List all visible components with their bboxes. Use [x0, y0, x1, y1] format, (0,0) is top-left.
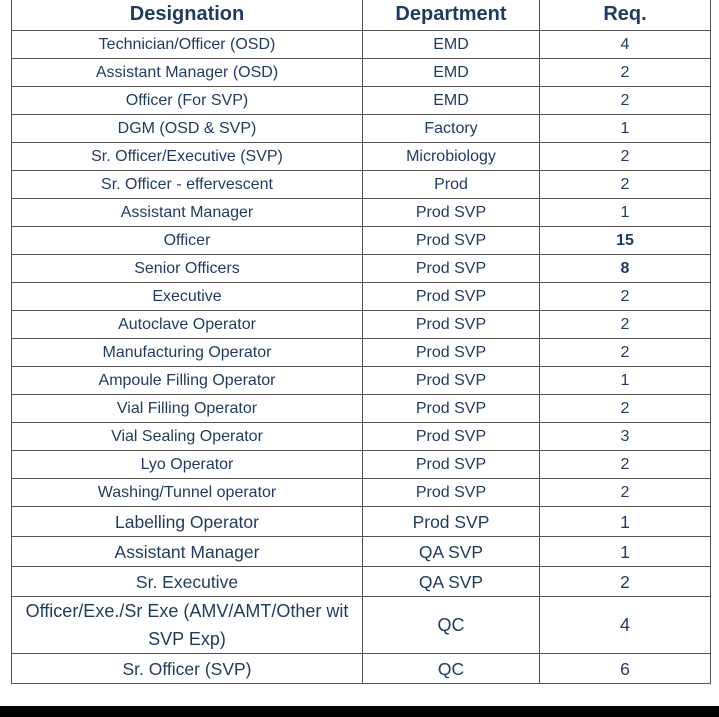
cell-department: Prod SVP	[362, 506, 540, 537]
cell-designation: Assistant Manager	[11, 536, 363, 567]
table-row: Sr. Officer (SVP) QC 6	[11, 653, 711, 684]
cell-req: 2	[539, 86, 711, 115]
table-row: Officer/Exe./Sr Exe (AMV/AMT/Other wit S…	[11, 596, 711, 654]
cell-designation: Officer/Exe./Sr Exe (AMV/AMT/Other wit S…	[11, 596, 363, 654]
cell-designation: Technician/Officer (OSD)	[11, 30, 363, 59]
cell-designation: Ampoule Filling Operator	[11, 366, 363, 395]
cell-designation: Sr. Officer/Executive (SVP)	[11, 142, 363, 171]
cell-designation: Executive	[11, 282, 363, 311]
cell-designation: Assistant Manager	[11, 198, 363, 227]
cell-department: Microbiology	[362, 142, 540, 171]
cell-req: 2	[539, 394, 711, 423]
cell-department: EMD	[362, 86, 540, 115]
cell-department: Prod SVP	[362, 366, 540, 395]
table-row: Assistant Manager QA SVP 1	[11, 536, 711, 567]
cell-department: QA SVP	[362, 566, 540, 597]
cell-department: Prod SVP	[362, 198, 540, 227]
cell-designation: Sr. Officer (SVP)	[11, 653, 363, 684]
table-row: Executive Prod SVP 2	[11, 282, 711, 311]
cell-designation: Officer (For SVP)	[11, 86, 363, 115]
bottom-bar	[0, 706, 719, 717]
table-row: Vial Filling Operator Prod SVP 2	[11, 394, 711, 423]
cell-designation: DGM (OSD & SVP)	[11, 114, 363, 143]
cell-designation: Senior Officers	[11, 254, 363, 283]
cell-designation: Manufacturing Operator	[11, 338, 363, 367]
cell-req: 2	[539, 478, 711, 507]
table-row: Ampoule Filling Operator Prod SVP 1	[11, 366, 711, 395]
table-row: Officer Prod SVP 15	[11, 226, 711, 255]
header-designation: Designation	[11, 0, 363, 31]
table-row: Officer (For SVP) EMD 2	[11, 86, 711, 115]
cell-department: Prod SVP	[362, 394, 540, 423]
cell-designation: Lyo Operator	[11, 450, 363, 479]
cell-department: Prod SVP	[362, 422, 540, 451]
cell-req: 4	[539, 596, 711, 654]
cell-req: 2	[539, 170, 711, 199]
table-row: Sr. Executive QA SVP 2	[11, 566, 711, 597]
cell-req: 2	[539, 142, 711, 171]
cell-req: 1	[539, 506, 711, 537]
cell-req: 2	[539, 566, 711, 597]
table-row: Washing/Tunnel operator Prod SVP 2	[11, 478, 711, 507]
cell-department: EMD	[362, 58, 540, 87]
cell-req: 2	[539, 58, 711, 87]
cell-req: 6	[539, 653, 711, 684]
header-row: Designation Department Req.	[11, 0, 711, 31]
header-req: Req.	[539, 0, 711, 31]
cell-designation: Washing/Tunnel operator	[11, 478, 363, 507]
table-row: Lyo Operator Prod SVP 2	[11, 450, 711, 479]
table-row: Assistant Manager (OSD) EMD 2	[11, 58, 711, 87]
cell-designation: Vial Sealing Operator	[11, 422, 363, 451]
table-row: Technician/Officer (OSD) EMD 4	[11, 30, 711, 59]
cell-department: Prod SVP	[362, 254, 540, 283]
cell-designation: Sr. Officer - effervescent	[11, 170, 363, 199]
cell-req: 1	[539, 114, 711, 143]
cell-req: 2	[539, 338, 711, 367]
cell-req: 2	[539, 282, 711, 311]
table-row: Assistant Manager Prod SVP 1	[11, 198, 711, 227]
cell-department: QA SVP	[362, 536, 540, 567]
cell-designation: Assistant Manager (OSD)	[11, 58, 363, 87]
cell-designation: Autoclave Operator	[11, 310, 363, 339]
cell-req: 4	[539, 30, 711, 59]
table-row: Manufacturing Operator Prod SVP 2	[11, 338, 711, 367]
cell-department: QC	[362, 653, 540, 684]
cell-department: EMD	[362, 30, 540, 59]
cell-designation: Vial Filling Operator	[11, 394, 363, 423]
cell-req: 1	[539, 366, 711, 395]
cell-req: 1	[539, 536, 711, 567]
cell-req: 15	[539, 226, 711, 255]
cell-req: 2	[539, 450, 711, 479]
table-row: Labelling Operator Prod SVP 1	[11, 506, 711, 537]
cell-req: 3	[539, 422, 711, 451]
cell-req: 2	[539, 310, 711, 339]
table-row: DGM (OSD & SVP) Factory 1	[11, 114, 711, 143]
table-row: Autoclave Operator Prod SVP 2	[11, 310, 711, 339]
cell-department: Prod SVP	[362, 338, 540, 367]
cell-designation: Sr. Executive	[11, 566, 363, 597]
header-department: Department	[362, 0, 540, 31]
cell-department: Prod SVP	[362, 310, 540, 339]
table-row: Sr. Officer/Executive (SVP) Microbiology 2	[11, 142, 711, 171]
table-row: Vial Sealing Operator Prod SVP 3	[11, 422, 711, 451]
cell-req: 8	[539, 254, 711, 283]
cell-req: 1	[539, 198, 711, 227]
table-row: Sr. Officer - effervescent Prod 2	[11, 170, 711, 199]
cell-department: QC	[362, 596, 540, 654]
cell-department: Factory	[362, 114, 540, 143]
cell-department: Prod SVP	[362, 282, 540, 311]
cell-department: Prod	[362, 170, 540, 199]
cell-designation: Officer	[11, 226, 363, 255]
cell-department: Prod SVP	[362, 450, 540, 479]
table-row: Senior Officers Prod SVP 8	[11, 254, 711, 283]
vacancy-table: Designation Department Req. Technician/O…	[11, 0, 711, 684]
cell-department: Prod SVP	[362, 226, 540, 255]
cell-designation: Labelling Operator	[11, 506, 363, 537]
cell-department: Prod SVP	[362, 478, 540, 507]
